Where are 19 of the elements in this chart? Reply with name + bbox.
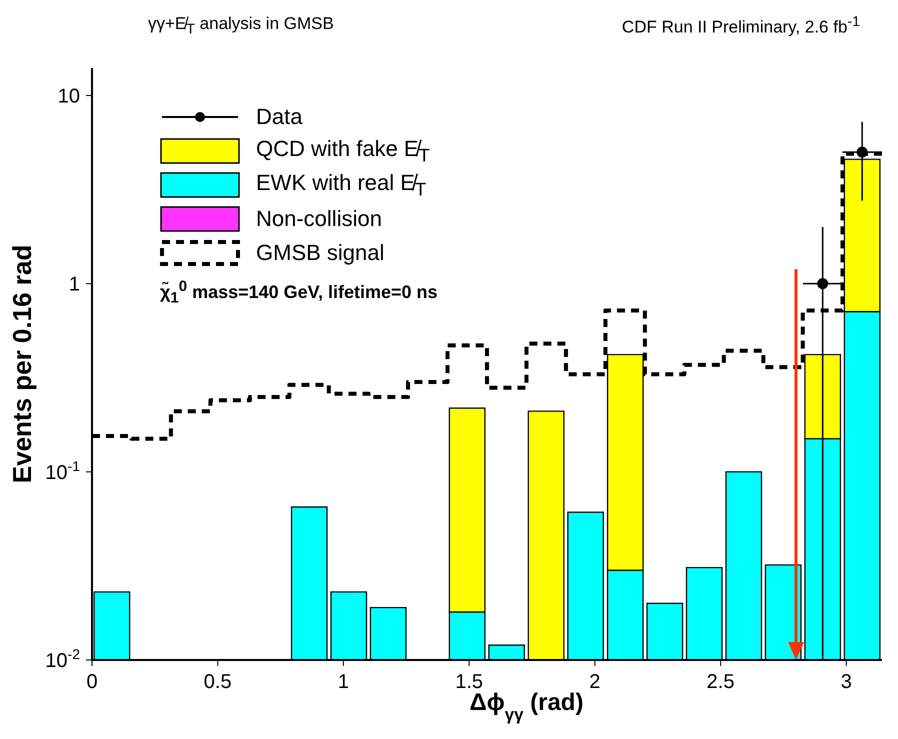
x-tick-label: 2.5 <box>706 671 734 693</box>
annotation: χ̃$_{1}$$^{0}$ mass=140 GeV, lifetime=0 ns <box>160 278 438 307</box>
legend-label: Data <box>256 104 302 130</box>
y-tick-label: 1 <box>68 274 80 296</box>
legend-label: EWK with real E̸$_{T}$ <box>256 170 426 200</box>
x-tick-label: 1 <box>338 671 349 693</box>
x-tick-label: 0 <box>86 671 98 693</box>
y-tick-label: 10 <box>58 85 80 108</box>
y-tick-label: 10$^{-2}$ <box>45 646 80 672</box>
chart-subtitle: CDF Run II Preliminary, 2.6 fb$^{-1}$ <box>622 14 860 38</box>
x-tick-label: 2 <box>589 671 600 693</box>
chart-title: γγ+E̸$_{T}$ analysis in GMSB <box>148 14 334 38</box>
legend-label: QCD with fake E̸$_{T}$ <box>256 136 430 166</box>
legend-label: Non-collision <box>256 206 382 232</box>
y-tick-label: 10$^{-1}$ <box>45 458 80 484</box>
legend-label: GMSB signal <box>256 240 384 266</box>
x-tick-label: 0.5 <box>204 671 232 693</box>
y-axis-title: Events per 0.16 rad <box>7 244 37 484</box>
x-tick-label: 3 <box>840 671 852 693</box>
